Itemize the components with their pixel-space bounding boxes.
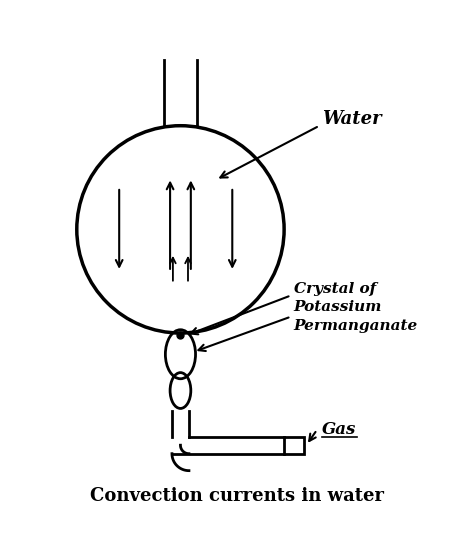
Text: Water: Water — [322, 109, 382, 128]
Text: Crystal of
Potassium
Permanganate: Crystal of Potassium Permanganate — [293, 281, 418, 332]
Text: Convection currents in water: Convection currents in water — [90, 487, 384, 505]
Text: Gas: Gas — [322, 421, 356, 438]
Bar — [284, 437, 304, 453]
